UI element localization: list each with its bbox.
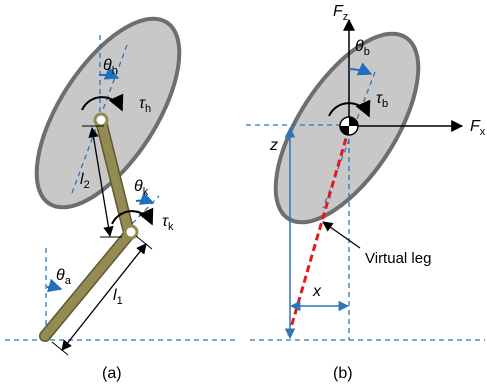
l2-label: l2: [80, 171, 90, 191]
tau-h-label: τh: [139, 95, 151, 115]
body-a: [34, 16, 182, 210]
fx-label: Fx: [470, 118, 486, 138]
l1-dimension: [61, 243, 147, 351]
knee-joint: [123, 224, 139, 240]
tau-k-arrow: [111, 207, 154, 226]
tau-h-arrow: [81, 93, 124, 112]
x-label: x: [312, 283, 322, 300]
hip-joint: [93, 112, 109, 128]
tau-b-label: τb: [376, 90, 388, 110]
tau-k-label: τk: [162, 213, 174, 233]
virtual-leg-label: Virtual leg: [365, 250, 431, 267]
fz-label: Fz: [333, 3, 348, 23]
caption-a: (a): [102, 365, 122, 382]
panel-a: θh τh l2 θk τk θa l1 (a): [5, 16, 235, 382]
theta-b-arc: [348, 62, 373, 76]
theta-k-label: θk: [134, 178, 149, 198]
theta-b-label: θb: [355, 38, 370, 58]
panel-b: Fz Fx θb τb z x Virtual leg (b): [246, 3, 486, 382]
caption-b: (b): [333, 365, 353, 382]
theta-a-arc: [46, 278, 63, 293]
theta-k-arc: [135, 191, 155, 205]
center-of-mass: [339, 116, 359, 136]
theta-a-label: θa: [56, 267, 72, 287]
tau-b-arrow: [328, 99, 371, 118]
l1-label: l1: [113, 287, 123, 307]
z-label: z: [269, 137, 278, 154]
theta-h-arc: [98, 66, 120, 80]
theta-h-label: θh: [103, 57, 118, 77]
virtual-leg-pointer: [322, 221, 361, 249]
l2-dimension: [88, 126, 114, 238]
